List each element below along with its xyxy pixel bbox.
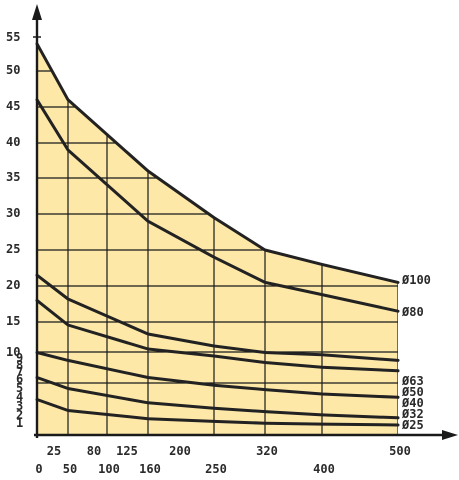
y-tick-label: 40	[6, 135, 20, 149]
y-tick-label: 4	[16, 390, 23, 404]
y-tick-label: 35	[6, 170, 20, 184]
series-label: Ø80	[401, 305, 424, 319]
x-tick-label: 125	[116, 444, 138, 458]
series-line-0	[35, 42, 400, 284]
y-tick-label: 2	[16, 408, 23, 422]
x-axis-arrow-icon	[442, 430, 458, 440]
series-label: Ø32	[401, 407, 424, 421]
series-label: Ø100	[401, 273, 431, 287]
y-tick-label: 30	[6, 206, 20, 220]
y-tick-label: 1	[16, 416, 23, 430]
chart-axes	[32, 4, 458, 440]
y-tick-label: 9	[16, 351, 23, 365]
series-label: Ø50	[401, 385, 424, 399]
x-tick-label: 160	[139, 462, 161, 476]
series-label: Ø63	[401, 374, 424, 388]
x-tick-label: 0	[35, 462, 42, 476]
series-label: Ø40	[401, 396, 424, 410]
y-axis-arrow-icon	[32, 4, 42, 20]
x-tick-label: 400	[313, 462, 335, 476]
y-tick-label: 5	[16, 381, 23, 395]
series-line-3	[35, 298, 400, 373]
x-tick-label: 100	[98, 462, 120, 476]
x-tick-label: 25	[47, 444, 61, 458]
series-line-4	[35, 351, 400, 399]
series-line-1	[35, 98, 400, 313]
y-tick-label: 25	[6, 242, 20, 256]
y-tick-label: 3	[16, 399, 23, 413]
y-tick-label: 6	[16, 372, 23, 386]
x-tick-label: 500	[389, 444, 411, 458]
x-tick-label: 320	[256, 444, 278, 458]
chart-fill-area	[37, 43, 398, 436]
x-tick-label: 200	[169, 444, 191, 458]
series-label: Ø25	[401, 418, 424, 432]
y-tick-label: 10	[6, 345, 20, 359]
series-line-5	[35, 376, 400, 420]
y-tick-label: 20	[6, 278, 20, 292]
x-tick-label: 250	[205, 462, 227, 476]
y-tick-label: 15	[6, 314, 20, 328]
series-line-2	[35, 273, 400, 362]
chart-fill-polygon	[37, 43, 398, 436]
x-tick-label: 50	[63, 462, 77, 476]
y-tick-label: 55	[6, 30, 20, 44]
chart-curves	[35, 42, 400, 427]
x-tick-label: 80	[87, 444, 101, 458]
series-line-6	[35, 398, 400, 427]
y-tick-label: 50	[6, 63, 20, 77]
y-tick-label: 7	[16, 365, 23, 379]
y-tick-label: 45	[6, 99, 20, 113]
y-tick-label: 8	[16, 358, 23, 372]
